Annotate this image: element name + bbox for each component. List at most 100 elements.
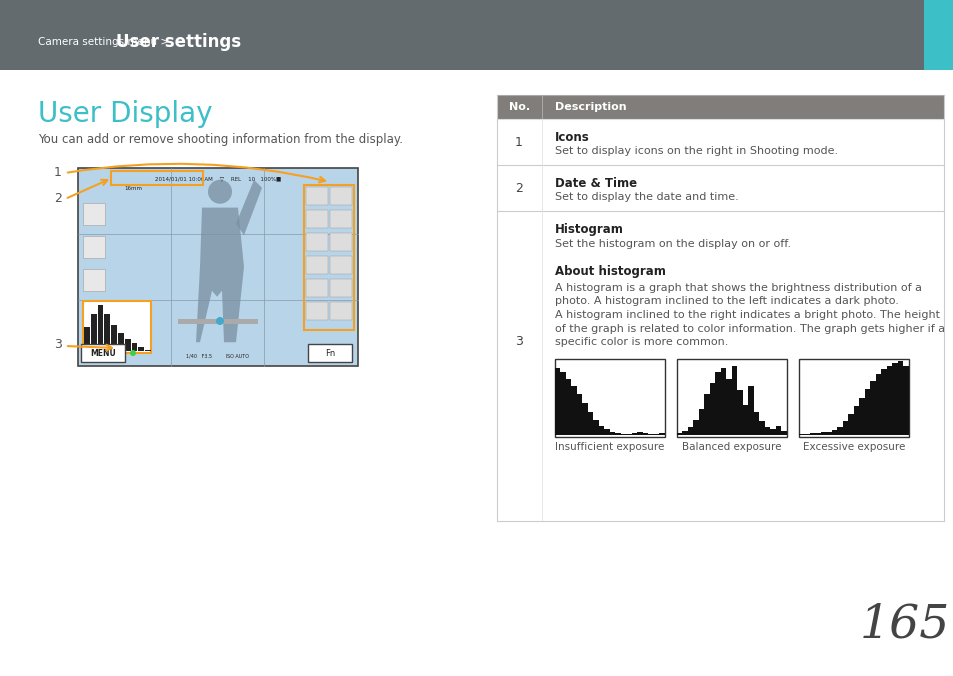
Text: You can add or remove shooting information from the display.: You can add or remove shooting informati… xyxy=(38,133,402,146)
Bar xyxy=(620,434,625,435)
Text: Histogram: Histogram xyxy=(555,223,623,236)
Bar xyxy=(577,394,581,435)
Polygon shape xyxy=(235,180,262,235)
Text: 3: 3 xyxy=(515,335,522,347)
Bar xyxy=(330,256,352,274)
Bar xyxy=(897,361,902,435)
Text: 1: 1 xyxy=(515,135,522,149)
Text: 1: 1 xyxy=(54,166,62,178)
Bar xyxy=(681,431,687,435)
Text: 2014/01/01 10:00AM    ▽    REL    10   100%■: 2014/01/01 10:00AM ▽ REL 10 100%■ xyxy=(154,176,281,181)
Bar xyxy=(118,333,124,351)
Bar xyxy=(737,390,742,435)
Text: Insufficient exposure: Insufficient exposure xyxy=(555,443,664,452)
Text: Date & Time: Date & Time xyxy=(555,177,637,190)
Text: Set to display icons on the right in Shooting mode.: Set to display icons on the right in Sho… xyxy=(555,146,838,156)
Bar xyxy=(138,347,144,351)
Bar xyxy=(659,433,664,435)
Bar xyxy=(726,379,731,435)
Bar xyxy=(565,379,571,435)
Bar xyxy=(837,427,841,435)
Bar xyxy=(842,421,847,435)
Bar xyxy=(555,368,559,435)
Text: of the graph is related to color information. The graph gets higher if a: of the graph is related to color informa… xyxy=(555,324,944,333)
Bar xyxy=(637,432,642,435)
Bar xyxy=(91,314,96,351)
Bar xyxy=(699,408,703,435)
Polygon shape xyxy=(195,208,244,342)
Bar xyxy=(742,405,747,435)
Bar xyxy=(677,358,786,437)
Text: 16mm: 16mm xyxy=(124,186,142,191)
Bar xyxy=(775,426,781,435)
Bar xyxy=(631,433,637,435)
Bar xyxy=(799,358,908,437)
Bar xyxy=(677,433,681,435)
Text: MENU: MENU xyxy=(90,349,115,358)
Bar xyxy=(703,394,709,435)
Bar xyxy=(145,349,151,351)
Bar xyxy=(654,434,659,435)
Bar xyxy=(330,233,352,251)
Text: 2: 2 xyxy=(54,191,62,205)
Bar xyxy=(831,430,837,435)
Bar xyxy=(97,305,103,351)
Bar xyxy=(78,168,357,366)
Bar xyxy=(881,369,885,435)
Bar xyxy=(759,421,764,435)
Bar xyxy=(104,314,111,351)
Bar xyxy=(304,185,354,329)
Bar xyxy=(609,431,615,435)
Bar xyxy=(604,429,609,435)
Bar xyxy=(875,374,881,435)
Bar xyxy=(821,432,825,435)
Bar xyxy=(715,372,720,435)
Bar xyxy=(330,302,352,320)
Bar xyxy=(892,363,897,435)
Bar xyxy=(642,433,647,435)
Text: Balanced exposure: Balanced exposure xyxy=(681,443,781,452)
Bar xyxy=(306,279,328,297)
Bar xyxy=(923,0,953,70)
Bar xyxy=(330,279,352,297)
Text: User Display: User Display xyxy=(38,100,213,128)
Bar xyxy=(555,358,664,437)
Bar xyxy=(306,187,328,205)
Text: Description: Description xyxy=(555,102,626,112)
Bar xyxy=(770,429,775,435)
Text: Set to display the date and time.: Set to display the date and time. xyxy=(555,192,738,202)
Bar xyxy=(112,324,117,351)
Text: Icons: Icons xyxy=(555,131,589,144)
Bar xyxy=(799,434,803,435)
Text: Fn: Fn xyxy=(325,349,335,358)
Text: 165: 165 xyxy=(859,603,949,648)
Bar xyxy=(83,269,105,291)
Bar xyxy=(864,389,869,435)
Bar xyxy=(902,366,908,435)
Text: photo. A histogram inclined to the left indicates a dark photo.: photo. A histogram inclined to the left … xyxy=(555,297,898,306)
Bar xyxy=(886,366,891,435)
Bar xyxy=(111,171,203,185)
Bar xyxy=(571,387,577,435)
Circle shape xyxy=(130,350,136,356)
Text: 3: 3 xyxy=(54,339,62,352)
Text: About histogram: About histogram xyxy=(555,265,665,278)
Text: 2: 2 xyxy=(515,181,522,195)
Bar xyxy=(853,406,859,435)
Text: Set the histogram on the display on or off.: Set the histogram on the display on or o… xyxy=(555,239,790,249)
Bar xyxy=(83,236,105,258)
Bar xyxy=(560,372,565,435)
Bar xyxy=(308,344,352,362)
Bar xyxy=(83,301,151,353)
Text: specific color is more common.: specific color is more common. xyxy=(555,337,727,347)
Bar xyxy=(859,397,863,435)
Bar xyxy=(764,427,769,435)
Bar xyxy=(132,343,137,351)
Circle shape xyxy=(208,180,232,203)
Bar xyxy=(825,431,831,435)
Bar xyxy=(587,412,593,435)
Bar xyxy=(847,414,853,435)
Bar xyxy=(709,383,715,435)
Bar xyxy=(648,434,653,435)
Bar xyxy=(593,420,598,435)
